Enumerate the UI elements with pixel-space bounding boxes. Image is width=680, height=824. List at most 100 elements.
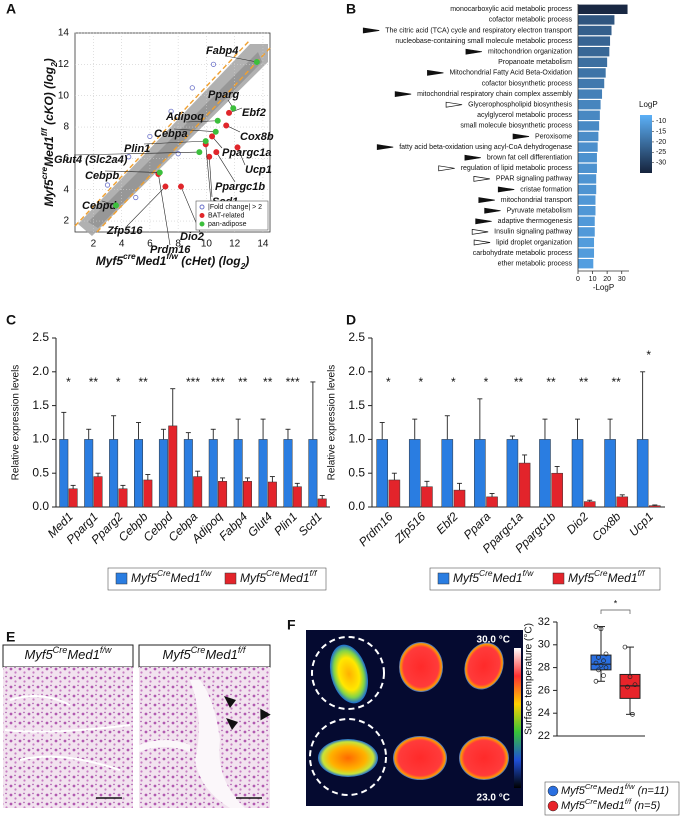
point [603, 651, 609, 657]
point [630, 711, 635, 717]
bar [242, 481, 252, 508]
point-label: Pparg [208, 89, 239, 101]
y-tick-label: 28 [538, 662, 550, 674]
y-axis-label: Myf5creMed1f/f (cKO) (log2) [39, 58, 59, 207]
arrow-marker [484, 207, 501, 214]
bar [317, 498, 327, 508]
bar [578, 131, 599, 142]
y-tick-label: 1.5 [32, 398, 49, 412]
bar [421, 486, 433, 508]
point [202, 138, 209, 145]
point [601, 658, 606, 664]
y-tick-label: 0.0 [32, 499, 49, 513]
bar [578, 15, 615, 25]
legend-label: Myf5CreMed1f/f [568, 568, 646, 585]
bar [283, 439, 293, 508]
bar [649, 505, 661, 508]
point-label: Zfp516 [106, 225, 143, 237]
box [590, 654, 612, 671]
arrow-marker [464, 154, 481, 161]
panel-letter: C [6, 312, 16, 328]
significance: * [418, 375, 423, 389]
category-label: nucleobase-containing small molecule met… [395, 38, 572, 45]
highlight-circle [311, 636, 385, 710]
bar [578, 57, 608, 67]
bar [233, 439, 243, 508]
histology-label: Myf5CreMed1f/f [163, 645, 247, 662]
x-tick-label: 10 [201, 239, 213, 250]
y-axis-label: Surface temperature (°C) [524, 623, 535, 735]
y-tick-label: 26 [538, 684, 550, 696]
bar [583, 501, 596, 508]
point [126, 154, 132, 160]
legend-swatch [552, 572, 565, 585]
bar [143, 479, 153, 508]
arrow-marker [465, 48, 482, 55]
bar [578, 237, 595, 248]
point-label: Cebpb [85, 170, 120, 182]
point [206, 153, 213, 160]
bar [388, 479, 401, 508]
bar [578, 142, 598, 152]
y-tick-label: 10 [58, 90, 70, 101]
legend-label: Myf5CreMed1f/w (n=11) [561, 782, 669, 797]
point [168, 108, 174, 114]
histology-label: Myf5CreMed1f/w [25, 645, 113, 662]
legend-marker [199, 204, 205, 210]
bar [93, 476, 103, 508]
x-tick-label: 2 [91, 239, 97, 250]
point-label: Prdm16 [150, 244, 191, 256]
y-tick-label: 30 [538, 639, 550, 651]
panel-letter: D [346, 312, 356, 328]
thermal-blob [393, 736, 447, 780]
point [234, 144, 241, 151]
category-label: fatty acid beta-oxidation using acyl-CoA… [399, 144, 572, 151]
bar [208, 439, 218, 508]
x-tick-label: Ucp1 [626, 509, 656, 539]
point [213, 149, 220, 156]
colorbar-tick-label: -30 [656, 159, 666, 166]
point [627, 674, 633, 680]
panel-letter: E [6, 629, 15, 645]
point-label: Plin1 [124, 143, 150, 155]
arrow-marker [362, 27, 380, 34]
x-tick-label: Plin1 [271, 509, 300, 538]
bar [578, 184, 597, 195]
point-label: Dio2 [180, 231, 204, 243]
category-label: cofactor metabolic process [489, 17, 573, 24]
y-tick-label: 8 [63, 122, 69, 133]
bar [118, 488, 128, 508]
significance: * [646, 348, 651, 362]
legend-label: Myf5CreMed1f/w [131, 568, 212, 585]
colorbar [640, 115, 652, 173]
x-tick-label: Zfp516 [391, 509, 428, 546]
point [593, 678, 599, 684]
bar [578, 174, 597, 184]
arrowhead [224, 696, 236, 708]
thermal-blob [464, 642, 504, 690]
x-tick-label: Fabp4 [216, 509, 250, 543]
x-tick-label: 14 [257, 239, 269, 250]
colorbar-title: LogP [639, 100, 658, 109]
bar [474, 439, 486, 508]
bar [578, 25, 612, 36]
bar [539, 439, 551, 508]
point [223, 122, 230, 129]
x-axis-label: Myf5creMed1f/w (cHet) (log2) [96, 251, 250, 271]
tissue-gap [190, 680, 245, 808]
arrow-marker [473, 175, 490, 182]
x-tick-label: Prdm16 [356, 509, 396, 549]
significance: ** [139, 375, 149, 389]
significance: * [386, 375, 391, 389]
point [177, 183, 184, 190]
category-label: The citric acid (TCA) cycle and respirat… [385, 27, 572, 34]
category-label: mitochondrion organization [488, 49, 572, 56]
legend-label: |Fold change| > 2 [208, 204, 262, 211]
category-label: Insulin signaling pathway [494, 229, 572, 236]
arrow-marker [473, 239, 491, 246]
leader-line [185, 120, 218, 123]
point [212, 128, 219, 135]
y-tick-label: 32 [538, 616, 550, 628]
y-axis-label: Relative expression levels [327, 365, 338, 481]
bar [68, 488, 78, 508]
